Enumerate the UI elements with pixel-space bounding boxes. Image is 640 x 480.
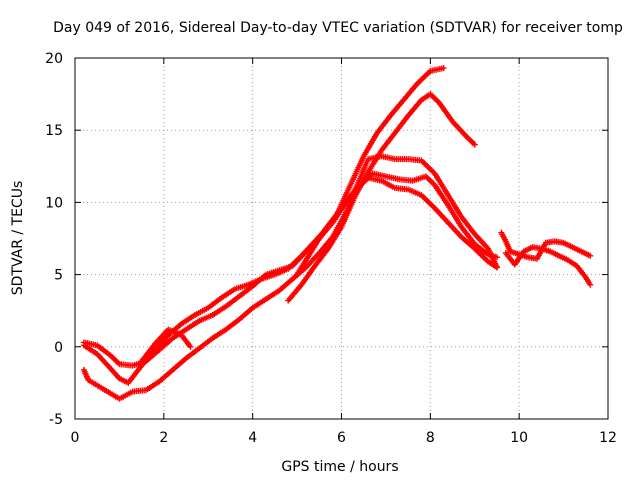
data-point — [587, 252, 594, 259]
chart-title: Day 049 of 2016, Sidereal Day-to-day VTE… — [53, 20, 623, 36]
data-point — [493, 264, 500, 271]
data-layer — [80, 65, 594, 402]
data-point — [440, 65, 447, 72]
y-tick-label: 5 — [54, 268, 63, 284]
y-tick-label: 20 — [45, 51, 63, 67]
y-tick-label: 10 — [45, 195, 63, 211]
x-tick-label: 6 — [337, 430, 346, 446]
data-point — [587, 281, 594, 288]
x-tick-label: 4 — [248, 430, 257, 446]
y-axis-label: SDTVAR / TECUs — [10, 181, 26, 296]
x-tick-label: 12 — [599, 430, 617, 446]
grid-layer — [75, 58, 608, 419]
y-tick-label: -5 — [49, 412, 63, 428]
tick-layer: 0 2 4 6 8 10 12 -5 0 5 10 15 20 — [45, 51, 617, 446]
x-tick-label: 2 — [159, 430, 168, 446]
data-point — [187, 343, 194, 350]
data-point — [493, 254, 500, 261]
y-tick-label: 0 — [54, 340, 63, 356]
x-tick-label: 0 — [71, 430, 80, 446]
series-arc-6 — [138, 326, 194, 365]
x-tick-label: 8 — [426, 430, 435, 446]
series-arc-8 — [502, 244, 594, 288]
x-tick-label: 10 — [510, 430, 528, 446]
series-arc-4 — [285, 91, 478, 304]
y-tick-label: 15 — [45, 123, 63, 139]
x-axis-label: GPS time / hours — [281, 459, 398, 475]
series-arc-7 — [498, 229, 594, 262]
series-arc-1 — [80, 170, 500, 369]
series-arc-5 — [294, 65, 447, 278]
data-point — [471, 141, 478, 148]
